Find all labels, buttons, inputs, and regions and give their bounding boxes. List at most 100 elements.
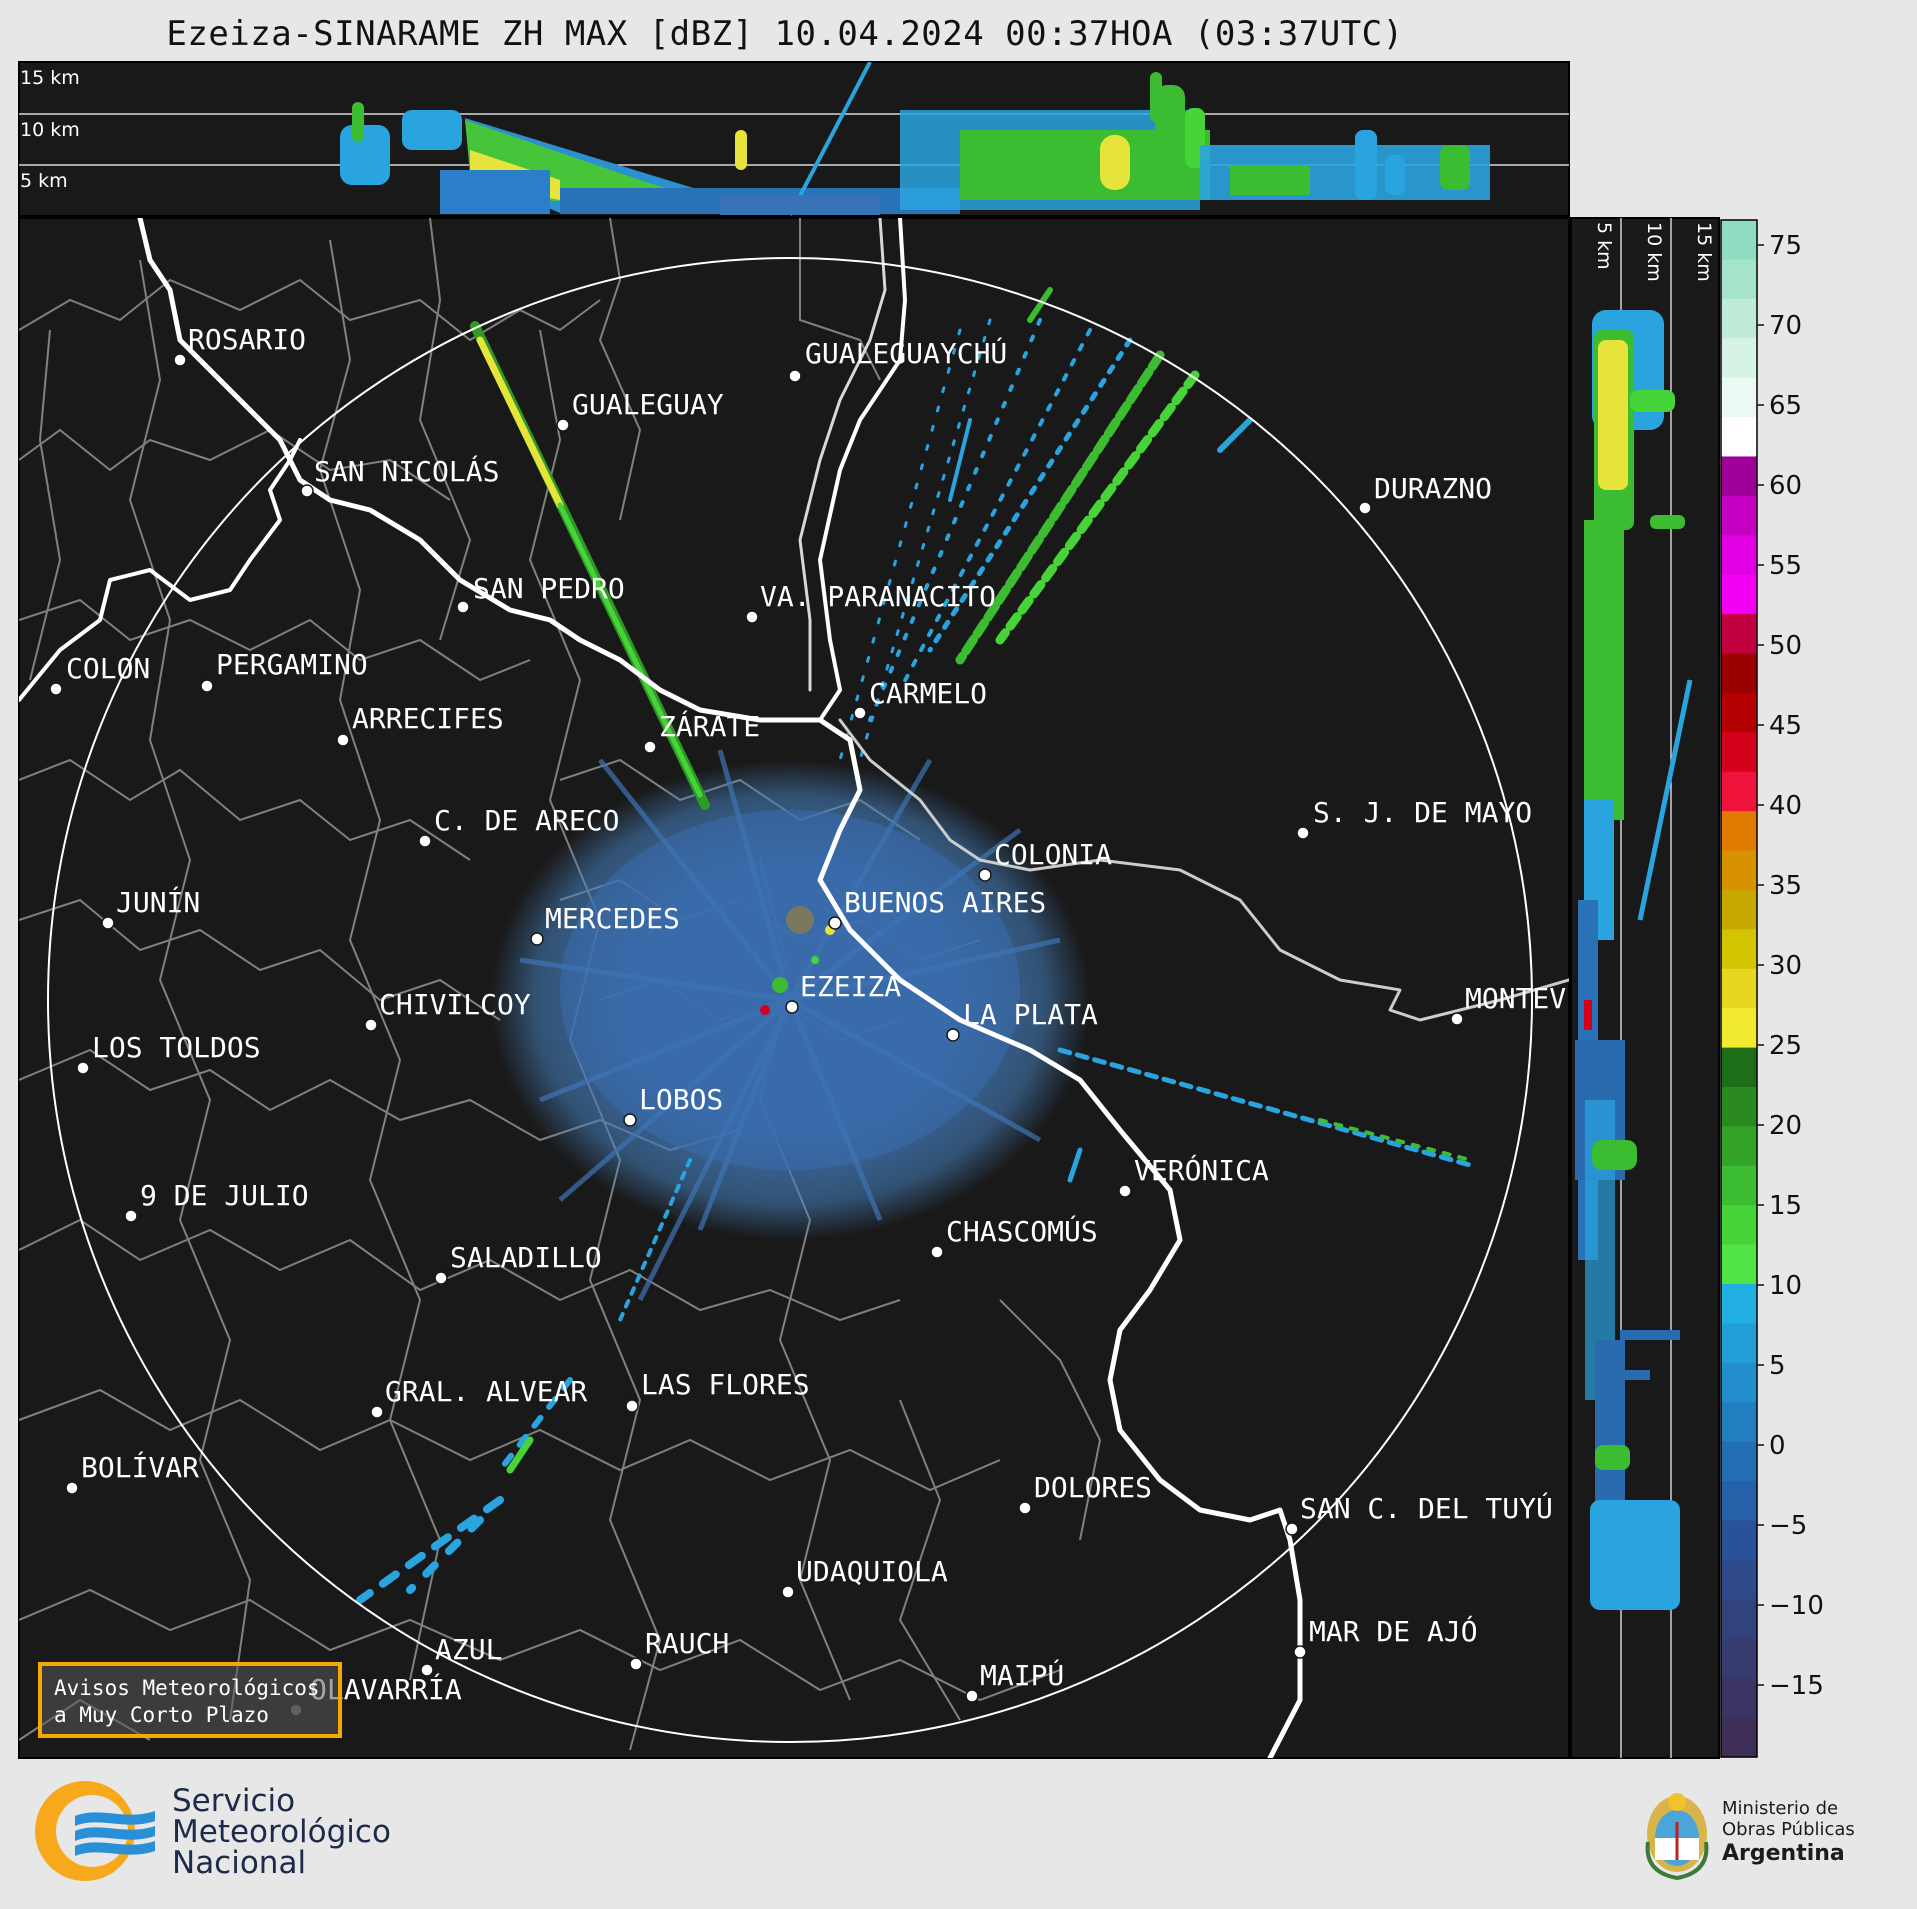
colorbar-swatch <box>1721 1717 1757 1758</box>
ministry-line-1: Ministerio de <box>1722 1798 1839 1819</box>
colorbar-tick-label: 30 <box>1769 951 1802 981</box>
city-label: PERGAMINO <box>216 648 368 681</box>
city-marker <box>625 1399 639 1413</box>
colorbar-swatch <box>1721 1599 1757 1640</box>
colorbar-tick-label: 45 <box>1769 711 1802 741</box>
colorbar-swatch <box>1721 692 1757 733</box>
city-label: AZUL <box>435 1633 502 1666</box>
colorbar-swatch <box>1721 1559 1757 1600</box>
colorbar-swatch <box>1721 1205 1757 1246</box>
city-label: BUENOS AIRES <box>844 886 1046 919</box>
city-label: ARRECIFES <box>352 702 504 735</box>
city-marker <box>456 600 470 614</box>
colorbar-swatch <box>1721 1047 1757 1088</box>
colorbar-swatch <box>1721 220 1757 261</box>
city-marker <box>629 1657 643 1671</box>
avisos-banner[interactable]: Avisos Meteorológicos a Muy Corto Plazo <box>38 1662 342 1738</box>
city-marker <box>785 1000 799 1014</box>
city-marker <box>76 1061 90 1075</box>
city-marker <box>49 682 63 696</box>
colorbar-tick-label: 25 <box>1769 1031 1802 1061</box>
city-marker <box>418 834 432 848</box>
argentina-seal-icon <box>1645 1793 1709 1881</box>
city-label: MAIPÚ <box>980 1658 1064 1692</box>
colorbar-swatch <box>1721 1323 1757 1364</box>
colorbar-swatch <box>1721 1520 1757 1561</box>
city-marker <box>930 1245 944 1259</box>
colorbar-swatch <box>1721 338 1757 379</box>
top-echo-profile <box>340 62 1490 216</box>
colorbar-swatch <box>1721 377 1757 418</box>
ministry-logo <box>1645 1793 1709 1881</box>
city-label: GUALEGUAYCHÚ <box>805 336 1007 370</box>
city-label: S. J. DE MAYO <box>1313 796 1532 829</box>
city-label: LAS FLORES <box>641 1368 810 1401</box>
smn-line-3: Nacional <box>172 1845 307 1881</box>
colorbar-swatch <box>1721 1362 1757 1403</box>
city-label: SALADILLO <box>450 1241 602 1274</box>
colorbar-tick-label: 20 <box>1769 1111 1802 1141</box>
colorbar-tick-label: 5 <box>1769 1351 1786 1381</box>
city-marker <box>300 484 314 498</box>
side-height-10km: 10 km <box>1643 222 1665 282</box>
ministry-line-2: Obras Públicas <box>1722 1819 1855 1840</box>
smn-line-1: Servicio <box>172 1783 296 1819</box>
city-marker <box>828 916 842 930</box>
side-echo-profile <box>1575 310 1693 1610</box>
colorbar-tick-label: 60 <box>1769 471 1802 501</box>
colorbar-swatch <box>1721 1402 1757 1443</box>
city-marker <box>1296 826 1310 840</box>
city-label: LOBOS <box>639 1083 723 1116</box>
colorbar-swatch <box>1721 1638 1757 1679</box>
colorbar-swatch <box>1721 1087 1757 1128</box>
colorbar-tick-label: 0 <box>1769 1431 1786 1461</box>
colorbar-swatch <box>1721 614 1757 655</box>
side-height-15km: 15 km <box>1693 222 1715 282</box>
echo-streaks <box>356 287 1473 1604</box>
city-marker <box>1018 1501 1032 1515</box>
city-label: 9 DE JULIO <box>140 1179 309 1212</box>
city-marker <box>124 1209 138 1223</box>
core-speckles <box>760 906 835 1015</box>
city-label: CHASCOMÚS <box>946 1214 1098 1248</box>
city-label: DURAZNO <box>1374 472 1492 505</box>
city-marker <box>1293 1645 1307 1659</box>
city-marker <box>530 932 544 946</box>
chart-title: Ezeiza-SINARAME ZH MAX [dBZ] 10.04.2024 … <box>166 14 1404 54</box>
city-label: COLONIA <box>994 838 1112 871</box>
city-marker <box>965 1689 979 1703</box>
city-label: EZEIZA <box>800 970 901 1003</box>
city-label: RAUCH <box>645 1627 729 1660</box>
colorbar-tick-label: 70 <box>1769 311 1802 341</box>
city-label: COLON <box>66 652 150 685</box>
city-marker <box>336 733 350 747</box>
city-label: LA PLATA <box>963 998 1098 1031</box>
city-label: ROSARIO <box>188 323 306 356</box>
colorbar-swatch <box>1721 298 1757 339</box>
city-marker <box>556 418 570 432</box>
colorbar-swatch <box>1721 771 1757 812</box>
colorbar-swatch <box>1721 850 1757 891</box>
colorbar-swatch <box>1721 1244 1757 1285</box>
city-label: SAN PEDRO <box>473 572 625 605</box>
city-label: MAR DE AJÓ <box>1309 1614 1478 1648</box>
colorbar <box>1720 219 1758 1758</box>
colorbar-swatch <box>1721 968 1757 1009</box>
colorbar-tick-label: 65 <box>1769 391 1802 421</box>
city-marker <box>946 1028 960 1042</box>
city-label: VERÓNICA <box>1134 1153 1269 1187</box>
colorbar-swatch <box>1721 653 1757 694</box>
colorbar-tick-label: −5 <box>1769 1511 1807 1541</box>
colorbar-tick-label: −10 <box>1769 1591 1824 1621</box>
top-height-15km: 15 km <box>20 67 80 89</box>
city-label: DOLORES <box>1034 1471 1152 1504</box>
city-marker <box>1358 501 1372 515</box>
colorbar-swatch <box>1721 535 1757 576</box>
colorbar-tick-label: −15 <box>1769 1671 1824 1701</box>
colorbar-tick-label: 50 <box>1769 631 1802 661</box>
city-marker <box>1118 1184 1132 1198</box>
top-height-5km: 5 km <box>20 170 68 192</box>
city-label: C. DE ARECO <box>434 804 619 837</box>
top-height-panel: 15 km 10 km 5 km <box>18 61 1570 217</box>
